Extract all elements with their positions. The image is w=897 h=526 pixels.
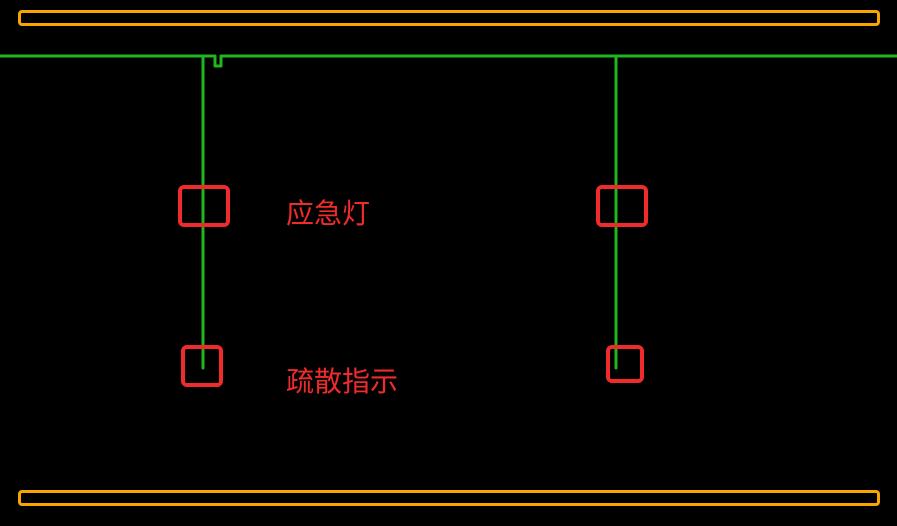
exit-sign-box-1 (181, 345, 223, 387)
exit-sign-box-2 (606, 345, 644, 383)
label-exit-sign: 疏散指示 (286, 360, 398, 400)
emergency-light-box-1 (178, 185, 230, 227)
wiring-path (0, 0, 897, 526)
diagram-canvas: 应急灯 疏散指示 (0, 0, 897, 526)
label-emergency-light: 应急灯 (286, 192, 370, 232)
emergency-light-box-2 (596, 185, 648, 227)
